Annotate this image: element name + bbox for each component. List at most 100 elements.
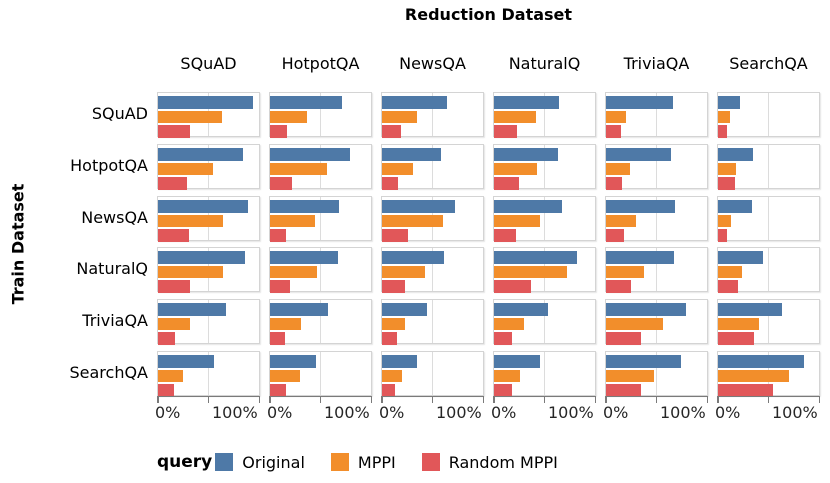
bar-mppi	[606, 110, 626, 123]
x-tick-label-100: 100%	[436, 403, 482, 422]
bar-random-mppi	[606, 229, 625, 242]
panel-newsqa-naturalq	[493, 196, 596, 242]
x-axis-tick	[431, 396, 434, 403]
bar-random-mppi	[158, 177, 187, 190]
bar-original	[382, 355, 417, 368]
panel-naturalq-naturalq	[493, 247, 596, 293]
bar-random-mppi	[494, 125, 517, 138]
gridline-100pct	[544, 197, 545, 240]
row-label-newsqa: NewsQA	[81, 207, 148, 227]
bar-original	[158, 355, 214, 368]
legend-item-original: Original	[215, 453, 305, 472]
bar-original	[494, 355, 541, 368]
gridline-100pct	[320, 352, 321, 395]
row-label-naturalq: NaturalQ	[76, 259, 148, 279]
bar-mppi	[606, 214, 637, 227]
gridline-100pct	[768, 248, 769, 291]
legend-items: Original MPPI Random MPPI	[215, 453, 584, 472]
bar-mppi	[494, 214, 541, 227]
legend-label-original: Original	[242, 452, 305, 472]
bar-mppi	[382, 369, 402, 382]
bar-random-mppi	[382, 332, 397, 345]
x-tick-label-0: 0%	[155, 403, 181, 422]
panel-searchqa-searchqa	[717, 351, 820, 397]
bar-mppi	[382, 265, 426, 278]
bar-random-mppi	[270, 280, 291, 293]
legend-swatch-mppi	[330, 453, 349, 471]
col-header-hotpotqa: HotpotQA	[281, 54, 360, 73]
bar-random-mppi	[606, 332, 642, 345]
y-axis-title: Train Dataset	[8, 183, 28, 305]
panel-squad-searchqa	[717, 92, 820, 138]
bar-original	[606, 303, 686, 316]
panel-naturalq-triviaqa	[605, 247, 708, 293]
panel-naturalq-hotpotqa	[269, 247, 372, 293]
gridline-100pct	[208, 300, 209, 343]
bar-original	[718, 251, 763, 264]
bar-mppi	[158, 110, 222, 123]
x-axis-tick	[319, 396, 322, 403]
x-axis-tick	[269, 396, 271, 403]
x-axis-tick	[594, 396, 596, 403]
bar-random-mppi	[494, 229, 516, 242]
gridline-100pct	[768, 300, 769, 343]
legend-item-mppi: MPPI	[330, 453, 396, 472]
panel-newsqa-searchqa	[717, 196, 820, 242]
bar-original	[494, 148, 559, 161]
panel-searchqa-triviaqa	[605, 351, 708, 397]
x-axis-tick	[370, 396, 372, 403]
panel-hotpotqa-hotpotqa	[269, 144, 372, 190]
bar-original	[718, 96, 740, 109]
row-label-searchqa: SearchQA	[69, 363, 148, 382]
bar-random-mppi	[382, 177, 399, 190]
bar-mppi	[270, 317, 302, 330]
col-header-naturalq: NaturalQ	[508, 54, 581, 73]
legend-title: query	[157, 452, 213, 472]
bar-original	[494, 303, 548, 316]
bar-random-mppi	[606, 384, 642, 397]
panel-newsqa-triviaqa	[605, 196, 708, 242]
gridline-100pct	[656, 145, 657, 188]
bar-random-mppi	[270, 177, 293, 190]
bar-original	[494, 251, 578, 264]
x-axis-tick	[157, 396, 159, 403]
bar-mppi	[270, 162, 328, 175]
bar-random-mppi	[718, 384, 774, 397]
bar-original	[270, 148, 351, 161]
panel-triviaqa-naturalq	[493, 299, 596, 345]
bar-original	[382, 200, 456, 213]
col-header-triviaqa: TriviaQA	[623, 54, 690, 73]
legend-item-random-mppi: Random MPPI	[421, 453, 558, 472]
bar-original	[606, 96, 673, 109]
panel-newsqa-hotpotqa	[269, 196, 372, 242]
bar-original	[718, 303, 783, 316]
bar-mppi	[382, 162, 413, 175]
bar-original	[158, 96, 253, 109]
bar-random-mppi	[606, 125, 622, 138]
panel-newsqa-newsqa	[381, 196, 484, 242]
bar-mppi	[606, 369, 655, 382]
panel-newsqa-squad	[157, 196, 260, 242]
bar-random-mppi	[494, 384, 513, 397]
bar-mppi	[158, 369, 184, 382]
bar-original	[494, 200, 562, 213]
bar-original	[718, 200, 752, 213]
col-header-newsqa: NewsQA	[399, 54, 466, 73]
x-tick-label-100: 100%	[324, 403, 370, 422]
x-tick-label-0: 0%	[267, 403, 293, 422]
x-axis-tick	[717, 396, 719, 403]
bar-original	[270, 303, 329, 316]
x-axis-tick	[655, 396, 658, 403]
bar-mppi	[158, 162, 214, 175]
row-label-triviaqa: TriviaQA	[82, 311, 148, 331]
bar-original	[718, 148, 753, 161]
bar-random-mppi	[382, 384, 395, 397]
panel-naturalq-newsqa	[381, 247, 484, 293]
bar-random-mppi	[718, 229, 728, 242]
gridline-100pct	[432, 93, 433, 136]
bar-original	[270, 96, 342, 109]
bar-mppi	[606, 162, 630, 175]
bar-mppi	[270, 214, 316, 227]
bar-random-mppi	[382, 280, 406, 293]
legend-swatch-original	[215, 453, 234, 471]
